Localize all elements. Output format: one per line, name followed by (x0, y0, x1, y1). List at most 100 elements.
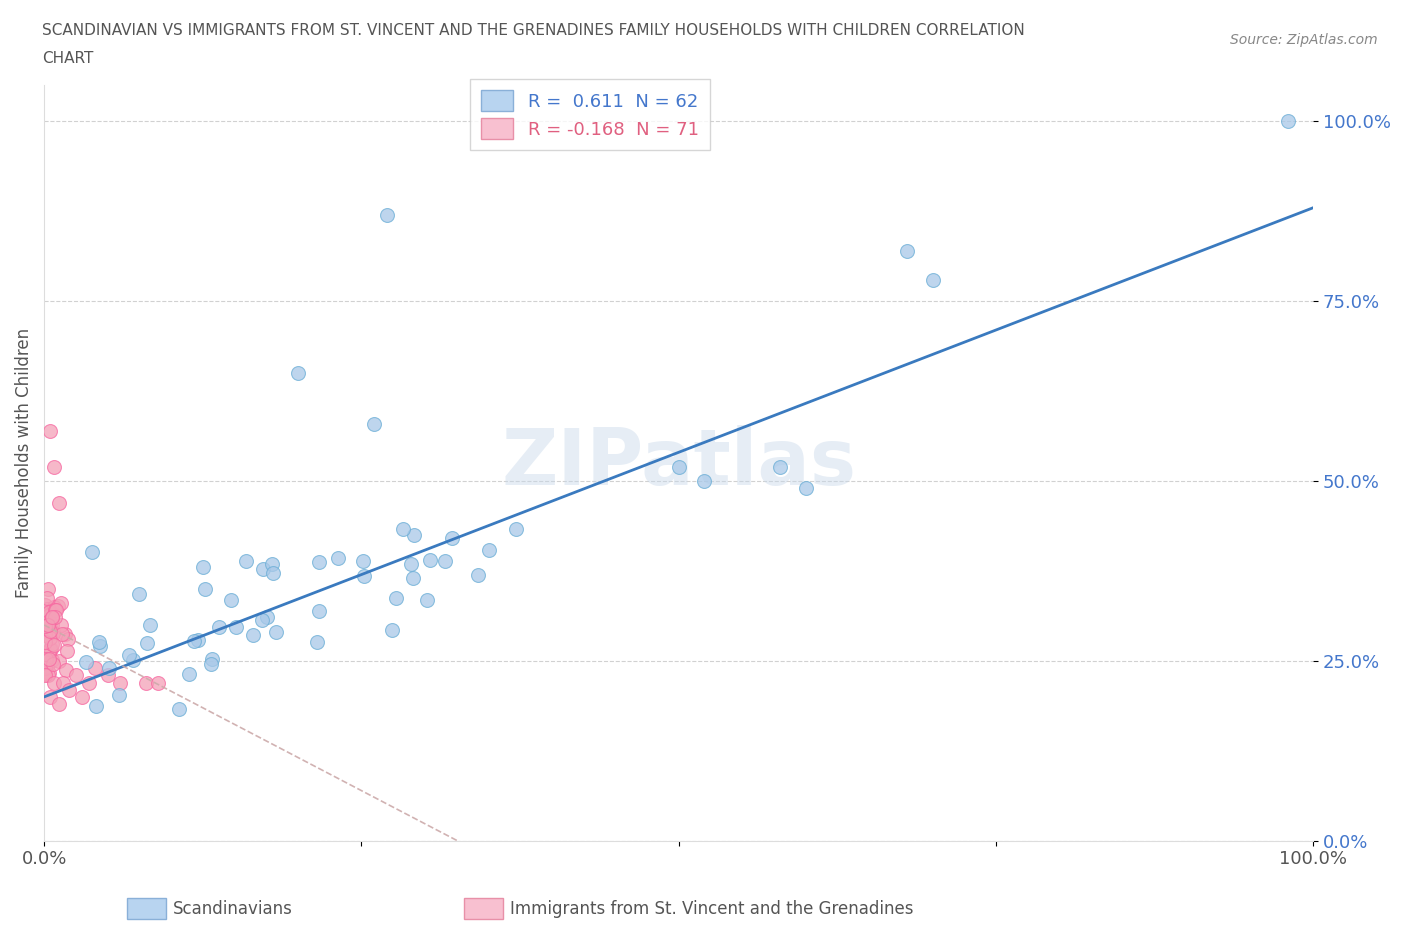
Point (75, 655, 97, 670)
Point (353, 569, 375, 584)
Point (97, 668, 120, 683)
Point (34, 598, 56, 613)
Point (55, 644, 77, 659)
Point (35, 618, 58, 632)
Point (921, 272, 943, 287)
Point (35, 651, 58, 666)
Point (262, 565, 284, 580)
Point (80, 545, 103, 560)
Point (38, 604, 60, 619)
Point (39, 642, 62, 657)
Point (135, 636, 157, 651)
Point (219, 593, 242, 608)
Point (200, 657, 222, 671)
Point (70, 689, 93, 704)
Point (260, 557, 283, 572)
Point (41, 636, 63, 651)
Point (467, 567, 489, 582)
Point (44, 609, 66, 624)
Point (34, 665, 56, 680)
Point (139, 618, 162, 632)
Point (34, 634, 56, 649)
Point (38, 665, 60, 680)
Point (440, 531, 463, 546)
Point (48, 697, 70, 711)
Point (794, 481, 817, 496)
Point (352, 553, 374, 568)
Point (35, 610, 58, 625)
Point (41, 603, 63, 618)
Point (44, 675, 66, 690)
Point (179, 667, 201, 682)
Point (38, 607, 60, 622)
Point (110, 675, 132, 690)
Legend: R =  0.611  N = 62, R = -0.168  N = 71: R = 0.611 N = 62, R = -0.168 N = 71 (470, 79, 710, 150)
Point (668, 459, 690, 474)
Point (41, 618, 63, 632)
Point (48, 495, 70, 510)
Point (381, 622, 404, 637)
Point (98, 660, 121, 675)
Point (51, 596, 73, 611)
Point (34, 668, 56, 683)
Point (38, 605, 60, 620)
Point (42, 600, 65, 615)
Point (235, 554, 257, 569)
Point (41, 611, 63, 626)
Point (402, 527, 425, 542)
Point (418, 552, 440, 567)
Point (769, 459, 792, 474)
Point (505, 522, 527, 537)
Point (122, 652, 145, 667)
Point (37, 668, 59, 683)
Point (39, 631, 62, 645)
Point (35, 659, 58, 674)
Point (38, 613, 60, 628)
Point (252, 612, 274, 627)
Point (896, 244, 918, 259)
Point (148, 675, 170, 690)
Point (128, 587, 150, 602)
Point (434, 553, 457, 568)
Point (402, 571, 425, 586)
Point (287, 365, 309, 380)
Point (391, 521, 413, 536)
Text: Source: ZipAtlas.com: Source: ZipAtlas.com (1230, 33, 1378, 46)
Y-axis label: Family Households with Children: Family Households with Children (15, 328, 32, 598)
Text: Immigrants from St. Vincent and the Grenadines: Immigrants from St. Vincent and the Gren… (510, 899, 914, 918)
Point (52, 675, 75, 690)
Point (44, 603, 66, 618)
Point (37, 618, 59, 632)
Point (51, 618, 73, 632)
Point (44, 459, 66, 474)
Point (46, 598, 69, 613)
Point (375, 207, 398, 222)
Point (39, 689, 62, 704)
Point (42, 624, 65, 639)
Point (187, 632, 209, 647)
Point (42, 657, 65, 671)
Point (53, 627, 76, 642)
Point (107, 687, 129, 702)
Point (308, 554, 330, 569)
Point (41, 609, 63, 624)
Point (35, 601, 58, 616)
Point (385, 591, 408, 605)
Point (167, 701, 190, 716)
Point (34, 665, 56, 680)
Point (34, 653, 56, 668)
Text: CHART: CHART (42, 51, 94, 66)
Text: Scandinavians: Scandinavians (173, 899, 292, 918)
Point (87, 634, 110, 649)
Point (191, 560, 214, 575)
Point (34, 624, 56, 639)
Point (35, 607, 58, 622)
Point (45, 603, 67, 618)
Point (1277, 113, 1299, 128)
Point (35, 591, 58, 605)
Point (194, 582, 217, 597)
Point (77, 675, 100, 690)
Point (478, 543, 501, 558)
Point (34, 660, 56, 675)
Point (693, 473, 716, 488)
